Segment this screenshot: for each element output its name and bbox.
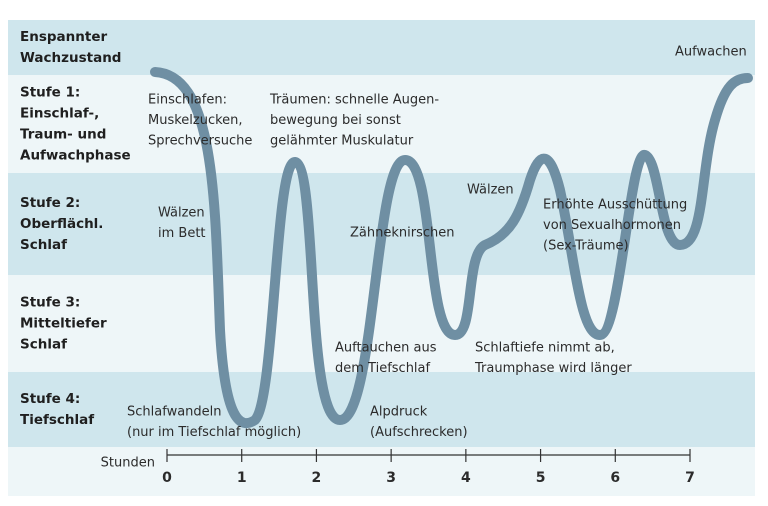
band-label: Stufe 1:: [20, 85, 80, 101]
band-label: Enspannter: [20, 29, 107, 45]
annotation: dem Tiefschlaf: [335, 361, 431, 376]
annotation: Wälzen: [158, 206, 205, 221]
annotation: Muskelzucken,: [148, 113, 243, 128]
tick-label: 5: [536, 470, 546, 486]
band-label: Schlaf: [20, 237, 67, 253]
band-label: Einschlaf-,: [20, 106, 99, 122]
annotation: Schlafwandeln: [127, 405, 222, 420]
band-label: Oberflächl.: [20, 216, 103, 232]
band-label: Aufwachphase: [20, 148, 131, 164]
annotation: Alpdruck: [370, 405, 428, 420]
annotation: Zähneknirschen: [350, 226, 454, 241]
annotation: (Aufschrecken): [370, 425, 468, 440]
annotation: (nur im Tiefschlaf möglich): [127, 425, 301, 440]
annotation: Sprechversuche: [148, 134, 252, 149]
annotation: Wälzen: [467, 183, 514, 198]
band: [8, 20, 755, 75]
tick-label: 3: [386, 470, 396, 486]
annotation: Aufwachen: [675, 45, 747, 60]
tick-label: 0: [162, 470, 172, 486]
sleep-curve: [150, 67, 753, 429]
band: [8, 372, 755, 447]
texts: Enspannter Wachzustand Stufe 1: Einschlaf-,…: [20, 29, 747, 486]
annotation: gelähmter Muskulatur: [270, 134, 414, 149]
annotation: Traumphase wird länger: [474, 361, 632, 376]
annotation: im Bett: [158, 226, 206, 241]
annotation: Träumen: schnelle Augen-: [269, 93, 439, 108]
annotation: Einschlafen:: [148, 93, 227, 108]
axis-label: Stunden: [101, 456, 155, 471]
band-label: Schlaf: [20, 337, 67, 353]
annotation: Erhöhte Ausschüttung: [543, 198, 687, 213]
band: [8, 275, 755, 372]
tick-label: 4: [461, 470, 471, 486]
band-label: Stufe 3:: [20, 295, 80, 311]
annotation: bewegung bei sonst: [270, 113, 401, 128]
annotation: Schlaftiefe nimmt ab,: [475, 341, 615, 356]
tick-label: 2: [312, 470, 322, 486]
annotation: von Sexualhormonen: [543, 218, 681, 233]
band-label: Wachzustand: [20, 50, 121, 66]
band-label: Mitteltiefer: [20, 316, 107, 332]
tick-label: 1: [237, 470, 247, 486]
annotation: Auftauchen aus: [335, 341, 437, 356]
band-label: Stufe 4:: [20, 391, 80, 407]
tick-label: 7: [685, 470, 695, 486]
annotation: (Sex-Träume): [543, 239, 629, 254]
band: [8, 75, 755, 173]
band-label: Tiefschlaf: [20, 412, 94, 428]
band-label: Traum- und: [20, 127, 106, 143]
tick-label: 6: [610, 470, 620, 486]
band-label: Stufe 2:: [20, 195, 80, 211]
